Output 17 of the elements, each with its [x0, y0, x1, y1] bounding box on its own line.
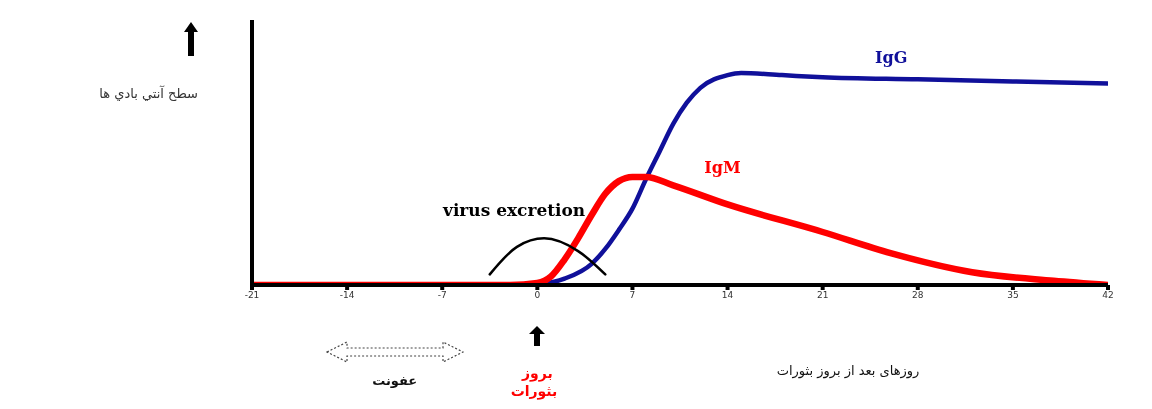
- x-tick-label: -14: [339, 290, 355, 301]
- series-label: IgG: [874, 48, 908, 67]
- x-tick-label: -21: [244, 290, 260, 301]
- text: عفونت: [371, 373, 419, 388]
- x-tick-label: 35: [1007, 290, 1019, 301]
- x-tick-label: 28: [912, 290, 924, 301]
- x-tick-label: -7: [437, 290, 447, 301]
- series-label: IgM: [704, 157, 741, 177]
- x-tick-label: 0: [534, 290, 541, 301]
- text: بروز بثورات: [510, 364, 558, 400]
- y-axis-title: سطح آنتي بادي ها: [98, 86, 198, 101]
- x-tick-label: 14: [721, 290, 734, 301]
- x-tick-label: 42: [1102, 290, 1114, 301]
- x-tick-label: 21: [816, 290, 829, 301]
- x-tick-label: 7: [629, 290, 636, 301]
- x-axis-title: روزهای بعد از بروز بثورات: [775, 363, 921, 378]
- series-label: virus excretion: [442, 200, 586, 221]
